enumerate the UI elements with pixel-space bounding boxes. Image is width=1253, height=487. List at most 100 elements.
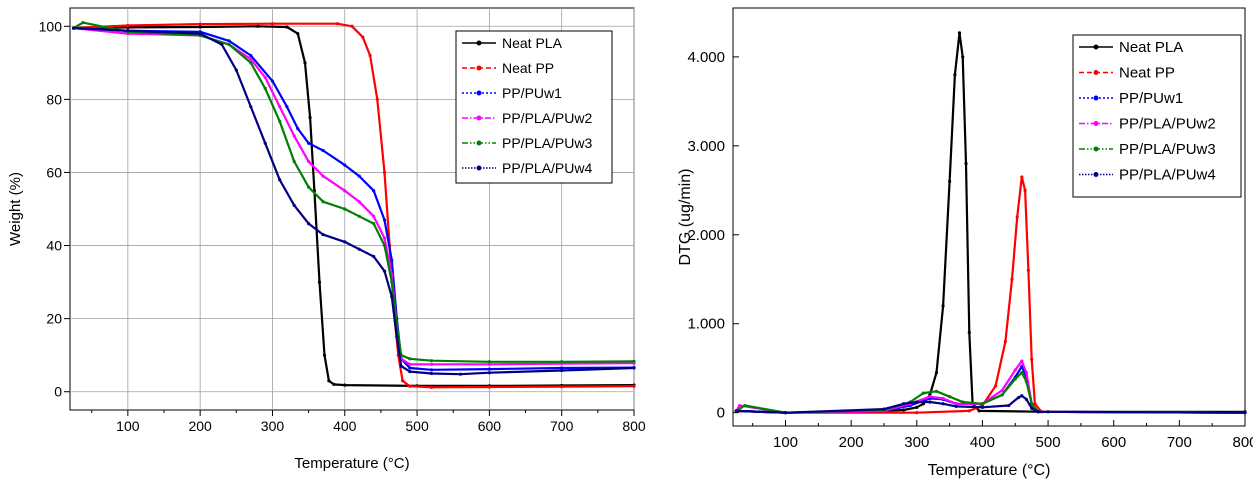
- x-tick-label: 300: [261, 418, 285, 434]
- data-point-neat-pp: [126, 23, 130, 28]
- data-point-pp-pla-puw4: [357, 247, 361, 251]
- data-point-pp-pla-puw3: [934, 389, 939, 393]
- data-point-pp-pla-puw3: [390, 280, 394, 284]
- data-point-pp-pla-puw2: [1000, 388, 1004, 393]
- data-point-pp-pla-puw3: [948, 395, 952, 399]
- data-point-neat-pla: [953, 73, 957, 77]
- y-axis-label: Weight (%): [7, 172, 24, 246]
- data-point-pp-pla-puw4: [1036, 410, 1040, 414]
- data-point-pp-puw1: [321, 148, 325, 153]
- data-point-neat-pp: [408, 384, 412, 388]
- data-point-neat-pla: [322, 353, 327, 357]
- data-point-pp-pla-puw3: [632, 359, 636, 363]
- data-point-neat-pla: [256, 24, 260, 28]
- legend-label-neat-pp: Neat PP: [502, 60, 554, 76]
- legend-marker-pp-pla-puw2: [1093, 121, 1099, 126]
- data-point-pp-pla-puw4: [458, 372, 463, 376]
- x-tick-label: 100: [116, 418, 140, 434]
- legend-label-neat-pla: Neat PLA: [1119, 39, 1183, 56]
- data-point-neat-pla: [198, 25, 202, 29]
- legend-marker-pp-pla-puw3: [1093, 146, 1099, 152]
- data-point-pp-puw1: [307, 141, 311, 145]
- data-point-pp-pla-puw2: [737, 403, 742, 408]
- data-point-pp-pla-puw4: [941, 402, 945, 406]
- x-tick-label: 800: [622, 418, 646, 434]
- data-point-pp-pla-puw4: [234, 68, 238, 72]
- legend-marker-neat-pla: [1093, 44, 1099, 50]
- data-point-neat-pp: [361, 35, 365, 39]
- data-point-pp-pla-puw4: [126, 29, 130, 33]
- x-tick-label: 600: [478, 418, 502, 434]
- data-point-neat-pla: [317, 280, 322, 284]
- data-point-pp-pla-puw4: [882, 407, 886, 411]
- data-point-pp-pla-puw2: [382, 236, 387, 240]
- data-point-pp-pla-puw2: [928, 395, 932, 399]
- x-tick-label: 600: [1101, 434, 1126, 451]
- y-tick-label: 100: [39, 18, 63, 34]
- data-point-pp-pla-puw2: [307, 159, 311, 164]
- data-point-pp-pla-puw4: [198, 31, 202, 36]
- data-point-neat-pla: [977, 409, 981, 413]
- data-point-pp-puw1: [357, 174, 361, 178]
- legend-label-neat-pla: Neat PLA: [502, 35, 563, 51]
- data-point-pp-pla-puw4: [72, 26, 76, 30]
- data-point-neat-pla: [967, 331, 971, 335]
- data-point-pp-pla-puw3: [743, 403, 747, 408]
- data-point-pp-pla-puw3: [321, 200, 325, 204]
- x-tick-label: 400: [970, 434, 995, 451]
- data-point-pp-pla-puw2: [343, 189, 347, 193]
- data-point-pp-pla-puw4: [1243, 411, 1247, 415]
- dtg-vs-temperature-chart: 100 200 300 400 500 600 700 800 0 1.000 2.000 3.000…: [677, 7, 1253, 479]
- series-line-pp-pla-puw4: [73, 27, 635, 376]
- data-point-pp-puw1: [487, 367, 491, 371]
- data-point-neat-pp: [368, 53, 372, 58]
- data-point-neat-pla: [961, 55, 965, 59]
- data-point-pp-puw1: [270, 79, 275, 83]
- data-point-pp-pla-puw4: [382, 269, 387, 273]
- data-point-neat-pla: [332, 382, 336, 387]
- data-point-neat-pp: [560, 385, 564, 389]
- data-point-pp-pla-puw2: [487, 362, 491, 366]
- data-point-pp-pla-puw3: [81, 21, 85, 25]
- data-point-pp-pla-puw4: [399, 364, 403, 368]
- data-point-neat-pp: [487, 385, 491, 389]
- x-tick-label: 500: [1036, 434, 1061, 451]
- data-point-pp-pla-puw2: [1020, 359, 1024, 363]
- data-point-neat-pp: [198, 22, 202, 26]
- data-point-pp-pla-puw4: [220, 42, 224, 47]
- plot-frame: [732, 7, 1246, 427]
- data-point-pp-pla-puw3: [429, 359, 434, 363]
- data-point-pp-pla-puw4: [307, 222, 311, 226]
- data-point-pp-pla-puw2: [1024, 371, 1029, 375]
- data-point-pp-pla-puw3: [1030, 402, 1034, 406]
- data-point-pp-pla-puw3: [1020, 371, 1024, 375]
- data-point-neat-pp: [632, 384, 636, 388]
- data-point-pp-pla-puw3: [921, 391, 925, 395]
- x-tick-label: 100: [773, 434, 798, 451]
- legend-box: [455, 30, 613, 184]
- data-point-pp-puw1: [429, 368, 434, 372]
- data-point-pp-pla-puw4: [560, 368, 564, 373]
- legend-marker-neat-pp: [1093, 70, 1099, 75]
- legend-label-pp-pla-puw2: PP/PLA/PUw2: [502, 110, 592, 126]
- series-line-pp-pla-puw2: [735, 360, 1246, 414]
- legend-marker-pp-puw1: [476, 90, 482, 96]
- data-point-pp-pla-puw4: [783, 411, 788, 415]
- data-point-pp-pla-puw3: [1024, 379, 1029, 384]
- data-point-pp-pla-puw4: [278, 178, 282, 182]
- data-point-pp-pla-puw4: [292, 203, 296, 207]
- data-point-pp-puw1: [382, 218, 387, 222]
- data-point-pp-pla-puw3: [357, 214, 361, 218]
- data-point-pp-pla-puw4: [915, 400, 919, 404]
- y-tick-label: 0: [717, 405, 725, 422]
- legend-label-pp-pla-puw4: PP/PLA/PUw4: [1119, 167, 1216, 184]
- legend-label-neat-pp: Neat PP: [1119, 65, 1175, 82]
- y-tick-label: 1.000: [687, 316, 725, 333]
- data-point-pp-pla-puw4: [632, 366, 636, 370]
- data-point-pp-pla-puw2: [954, 402, 958, 406]
- series-line-pp-puw1: [73, 27, 635, 371]
- data-point-pp-pla-puw4: [1030, 406, 1034, 410]
- legend-marker-neat-pp: [476, 65, 482, 71]
- data-point-neat-pp: [1026, 268, 1030, 272]
- data-point-pp-pla-puw4: [1020, 394, 1024, 398]
